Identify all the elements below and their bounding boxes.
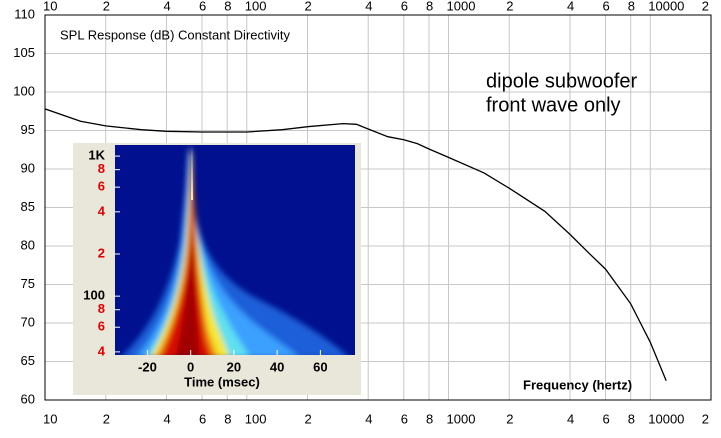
- inset-y-tick-label: 8: [98, 301, 105, 316]
- y-tick-label: 100: [13, 83, 35, 98]
- x-tick-label-top: 8: [628, 0, 635, 13]
- x-tick-label: 6: [603, 411, 610, 426]
- x-tick-label: 1000: [447, 411, 476, 426]
- inset-x-tick-label: 0: [187, 359, 194, 374]
- x-tick-label: 8: [426, 411, 433, 426]
- x-tick-label: 2: [506, 411, 513, 426]
- chart-title: SPL Response (dB) Constant Directivity: [60, 27, 291, 42]
- y-tick-label: 70: [21, 314, 35, 329]
- annotation: dipole subwoofer: [486, 70, 638, 92]
- heatmap-image: [115, 145, 355, 355]
- inset-y-tick-label: 100: [83, 288, 105, 303]
- x-tick-label-top: 8: [224, 0, 231, 13]
- x-tick-label-top: 2: [702, 0, 709, 13]
- annotation: front wave only: [486, 94, 621, 116]
- inset-x-tick-label: 60: [313, 359, 327, 374]
- y-tick-label: 90: [21, 160, 35, 175]
- y-tick-label: 75: [21, 276, 35, 291]
- y-tick-label: 85: [21, 199, 35, 214]
- x-tick-label: 4: [163, 411, 170, 426]
- x-tick-label: 6: [401, 411, 408, 426]
- x-tick-label-top: 10: [43, 0, 57, 13]
- x-tick-label: 10: [43, 411, 57, 426]
- x-tick-label: 4: [567, 411, 574, 426]
- x-axis-label: Frequency (hertz): [523, 377, 632, 392]
- x-tick-label-top: 4: [567, 0, 574, 13]
- x-tick-label: 2: [304, 411, 311, 426]
- x-tick-label-top: 4: [163, 0, 170, 13]
- inset-y-tick-label: 6: [98, 179, 105, 194]
- x-tick-label-top: 4: [365, 0, 372, 13]
- inset-y-tick-label: 4: [98, 203, 106, 218]
- x-tick-label: 100: [245, 411, 267, 426]
- inset-x-tick-label: 40: [270, 359, 284, 374]
- x-tick-label-top: 2: [304, 0, 311, 13]
- spl-curve: [45, 108, 667, 382]
- x-tick-label: 4: [365, 411, 372, 426]
- x-tick-label-top: 6: [603, 0, 610, 13]
- y-tick-label: 110: [14, 6, 35, 21]
- inset-x-tick-label: -20: [138, 359, 157, 374]
- x-tick-label: 6: [199, 411, 206, 426]
- x-tick-label-top: 10000: [648, 0, 684, 13]
- x-tick-label: 2: [103, 411, 110, 426]
- y-tick-label: 80: [21, 237, 35, 252]
- inset-x-tick-label: 20: [227, 359, 241, 374]
- x-tick-label-top: 2: [506, 0, 513, 13]
- x-tick-label: 8: [628, 411, 635, 426]
- inset-y-tick-label: 8: [98, 161, 105, 176]
- inset-y-tick-label: 6: [98, 319, 105, 334]
- inset-y-tick-label: 1K: [88, 148, 105, 163]
- x-tick-label-top: 1000: [447, 0, 476, 13]
- x-tick-label-top: 2: [103, 0, 110, 13]
- inset-x-axis-label: Time (msec): [184, 374, 260, 389]
- x-tick-label-top: 6: [199, 0, 206, 13]
- y-tick-label: 60: [21, 391, 35, 406]
- y-tick-label: 65: [21, 353, 35, 368]
- x-tick-label-top: 8: [426, 0, 433, 13]
- inset-y-tick-label: 2: [98, 245, 105, 260]
- x-tick-label: 2: [702, 411, 709, 426]
- x-tick-label: 10000: [648, 411, 684, 426]
- y-tick-label: 105: [13, 45, 35, 60]
- x-tick-label: 8: [224, 411, 231, 426]
- x-tick-label-top: 100: [245, 0, 267, 13]
- plot-frame: [44, 14, 712, 401]
- y-tick-label: 95: [21, 122, 35, 137]
- inset-y-tick-label: 4: [98, 343, 106, 358]
- x-tick-label-top: 6: [401, 0, 408, 13]
